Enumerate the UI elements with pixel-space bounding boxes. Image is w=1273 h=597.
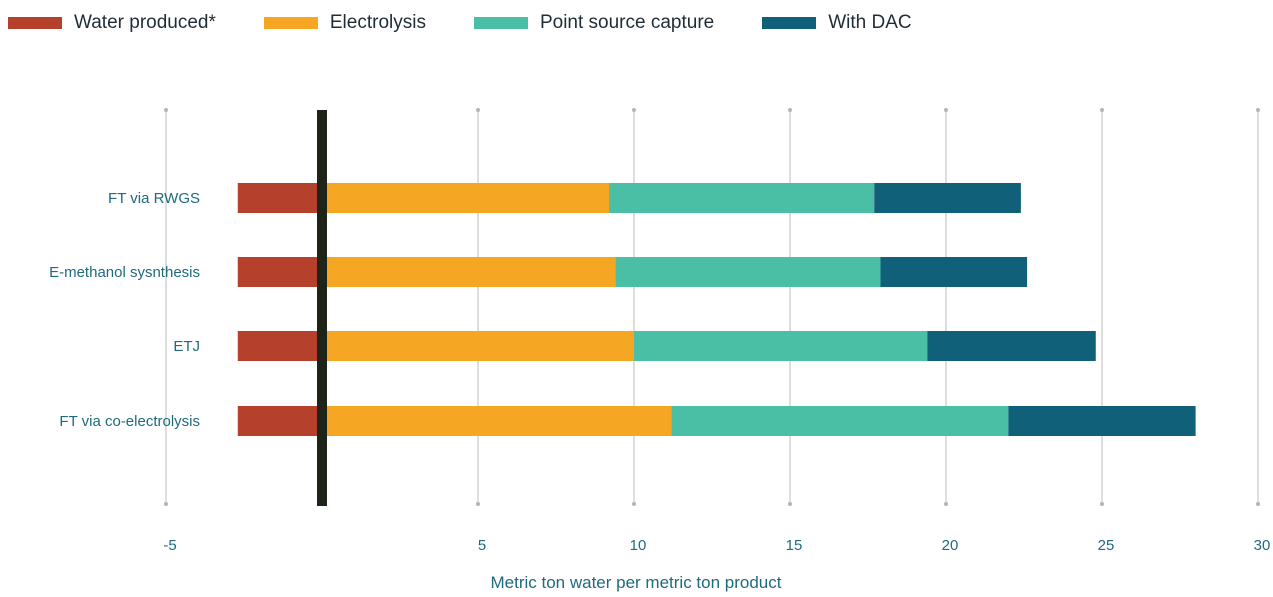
bar-segment <box>880 257 1028 287</box>
grid-line-cap <box>944 502 948 506</box>
bar-segment <box>1008 406 1196 436</box>
bar-segment <box>237 183 322 213</box>
grid-line-cap <box>944 108 948 112</box>
x-axis-title: Metric ton water per metric ton product <box>490 573 781 592</box>
grid-line-cap <box>1256 502 1260 506</box>
legend-label: Electrolysis <box>329 12 426 33</box>
zero-axis-line <box>317 110 327 506</box>
category-label: FT via co-electrolysis <box>59 413 200 430</box>
zero-line <box>317 110 327 506</box>
x-tick-label: -5 <box>163 537 176 554</box>
x-tick-label: 5 <box>478 537 486 554</box>
bar-segment <box>322 183 610 213</box>
x-tick-label: 20 <box>942 537 959 554</box>
grid-line-cap <box>632 502 636 506</box>
legend-label: With DAC <box>828 12 912 33</box>
grid-lines <box>164 108 1260 506</box>
legend-item: With DAC <box>762 12 912 34</box>
bar-segment <box>634 331 928 361</box>
bar-segment <box>671 406 1009 436</box>
grid-line-cap <box>788 108 792 112</box>
category-labels: FT via RWGS E-methanol sysnthesis ETJ FT vi… <box>49 190 200 430</box>
legend-swatch <box>762 17 817 29</box>
legend-item: Point source capture <box>473 12 715 34</box>
chart-legend: Water produced* Electrolysis Point source … <box>8 8 960 38</box>
bar-segment <box>322 257 616 287</box>
grid-line-cap <box>1256 108 1260 112</box>
category-label: E-methanol sysnthesis <box>49 264 200 281</box>
x-tick-labels: -5 5 10 15 20 25 30 <box>163 537 1270 554</box>
x-tick-label: 15 <box>786 537 803 554</box>
x-tick-label: 25 <box>1098 537 1115 554</box>
legend-label: Point source capture <box>539 12 715 33</box>
category-label: ETJ <box>173 338 200 355</box>
x-tick-label: 10 <box>630 537 647 554</box>
legend-swatch <box>473 17 528 29</box>
bar-segment <box>609 183 875 213</box>
grid-line-cap <box>1100 108 1104 112</box>
grid-line-cap <box>164 108 168 112</box>
bar-segment <box>615 257 881 287</box>
category-label: FT via RWGS <box>108 190 200 207</box>
grid-line-cap <box>632 108 636 112</box>
grid-line-cap <box>476 502 480 506</box>
grid-line-cap <box>476 108 480 112</box>
bar-segment <box>237 331 322 361</box>
grid-line-cap <box>164 502 168 506</box>
bar-segment <box>322 406 672 436</box>
bar-segment <box>322 331 634 361</box>
bar-segment <box>874 183 1021 213</box>
bars <box>237 183 1196 436</box>
legend-swatch <box>263 17 318 29</box>
bar-segment <box>237 406 322 436</box>
legend-item: Water produced* <box>8 12 216 34</box>
grid-line-cap <box>788 502 792 506</box>
legend-label: Water produced* <box>74 12 216 33</box>
bar-segment <box>927 331 1096 361</box>
grid-line-cap <box>1100 502 1104 506</box>
x-tick-label: 30 <box>1254 537 1271 554</box>
legend-item: Electrolysis <box>263 12 426 34</box>
bar-segment <box>237 257 322 287</box>
legend-swatch <box>8 17 62 29</box>
